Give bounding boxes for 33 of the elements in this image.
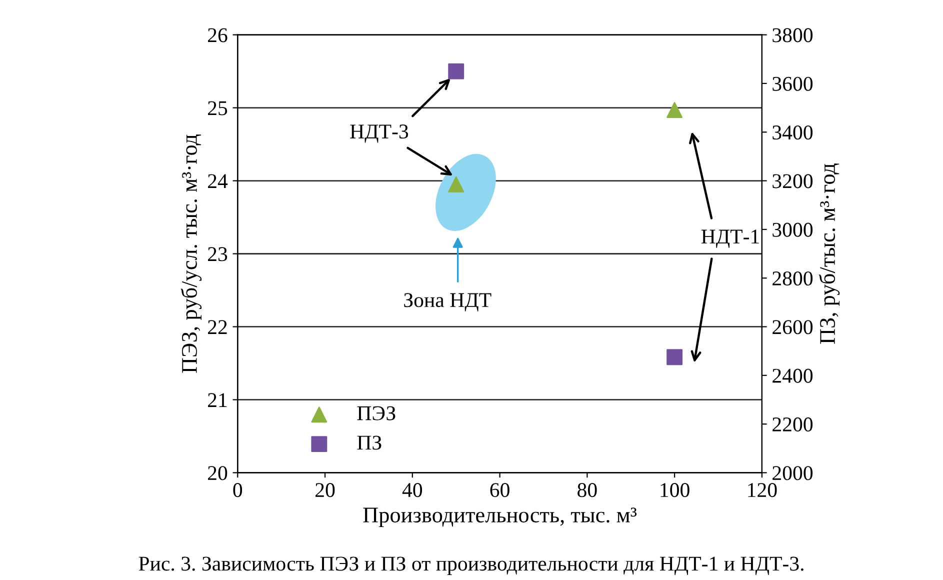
- y2-tick-label: 3200: [772, 174, 813, 188]
- y-tick-label: 24: [208, 174, 228, 188]
- y-tick-label: 23: [208, 247, 228, 262]
- y2-tick-label: 2200: [772, 417, 813, 432]
- x-tick-label: 0: [233, 483, 242, 498]
- x-tick-label: 120: [748, 483, 777, 498]
- x-tick-label: 100: [660, 483, 690, 498]
- y2-tick-label: 2000: [772, 466, 813, 480]
- y2-tick-label: 3000: [772, 222, 813, 237]
- y-tick-label: 26: [208, 28, 228, 42]
- y2-tick-label: 2800: [772, 271, 813, 286]
- y2-tick-label: 3600: [772, 76, 813, 91]
- y-tick-label: 21: [208, 393, 227, 407]
- legend-label: ПЭЗ: [357, 406, 396, 420]
- x-tick-label: 60: [490, 483, 510, 498]
- annotation: НДТ-1: [701, 230, 759, 248]
- annotation: Зона НДТ: [404, 293, 492, 312]
- annotation: НДТ-3: [350, 124, 408, 143]
- y-tick-label: 20: [208, 466, 228, 480]
- y2-tick-label: 2600: [772, 320, 813, 334]
- legend-label: ПЗ: [357, 436, 382, 450]
- y2-axis-title: ПЗ, руб/тыс. м³·год: [818, 164, 840, 344]
- y2-tick-label: 2400: [772, 368, 813, 383]
- x-tick-label: 40: [402, 483, 422, 498]
- y-tick-label: 25: [208, 101, 228, 116]
- x-axis-title: Производительность, тыс. м³: [363, 508, 637, 528]
- y-tick-label: 22: [208, 320, 227, 334]
- text: Рис. 3. Зависимость ПЭЗ и ПЗ от производительности для НДТ-1 и НДТ-3.: [138, 556, 804, 575]
- y2-tick-label: 3400: [772, 125, 813, 140]
- x-tick-label: 20: [316, 483, 335, 498]
- x-tick-label: 80: [578, 483, 597, 498]
- y2-tick-label: 3800: [772, 28, 813, 42]
- y-axis-title: ПЭЗ, руб/усл. тыс. м³·год: [180, 134, 202, 373]
